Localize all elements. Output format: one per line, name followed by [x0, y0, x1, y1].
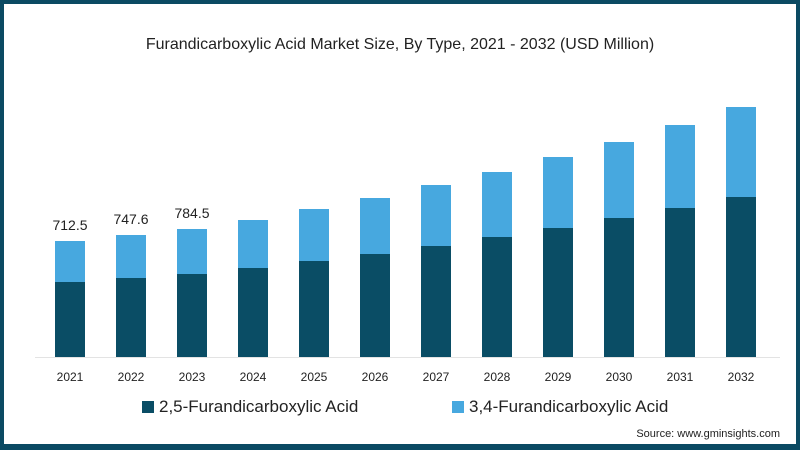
bar-segment-34-fdca	[360, 198, 390, 255]
bar-segment-25-fdca	[55, 282, 85, 357]
x-tick-2025: 2025	[300, 370, 328, 384]
x-tick-2022: 2022	[117, 370, 145, 384]
legend-swatch-dark	[142, 401, 154, 413]
bar-segment-25-fdca	[238, 268, 268, 357]
legend-label: 2,5-Furandicarboxylic Acid	[159, 397, 359, 416]
bar-segment-34-fdca	[55, 241, 85, 283]
bar-segment-25-fdca	[726, 197, 756, 357]
bar-2029	[543, 157, 573, 357]
x-tick-2024: 2024	[239, 370, 267, 384]
bar-segment-34-fdca	[482, 172, 512, 238]
data-label-2021: 712.5	[52, 217, 88, 234]
x-tick-2030: 2030	[605, 370, 633, 384]
bar-segment-34-fdca	[238, 220, 268, 269]
x-tick-2023: 2023	[178, 370, 206, 384]
bar-segment-25-fdca	[604, 218, 634, 357]
bar-segment-25-fdca	[482, 237, 512, 357]
x-axis-line	[35, 357, 780, 358]
bar-segment-34-fdca	[665, 125, 695, 209]
data-label-2023: 784.5	[174, 205, 210, 222]
bar-2027	[421, 185, 451, 357]
bar-2024	[238, 220, 268, 357]
source-note: Source: www.gminsights.com	[636, 428, 780, 440]
x-tick-2032: 2032	[727, 370, 755, 384]
x-tick-2021: 2021	[56, 370, 84, 384]
legend-item-34-fdca: 3,4-Furandicarboxylic Acid	[452, 397, 668, 417]
bar-2030	[604, 142, 634, 357]
bar-2021	[55, 241, 85, 357]
bar-2028	[482, 172, 512, 357]
bar-segment-25-fdca	[299, 261, 329, 357]
bar-segment-25-fdca	[543, 228, 573, 357]
chart-title: Furandicarboxylic Acid Market Size, By T…	[145, 36, 655, 53]
bar-2022	[116, 235, 146, 357]
x-tick-2029: 2029	[544, 370, 572, 384]
bar-segment-25-fdca	[665, 208, 695, 357]
x-tick-2031: 2031	[666, 370, 694, 384]
bar-2025	[299, 209, 329, 357]
bar-segment-34-fdca	[177, 229, 207, 275]
bar-2031	[665, 125, 695, 357]
bar-2023	[177, 229, 207, 357]
bar-segment-34-fdca	[726, 107, 756, 198]
x-tick-2027: 2027	[422, 370, 450, 384]
legend-label: 3,4-Furandicarboxylic Acid	[469, 397, 669, 416]
bar-segment-34-fdca	[604, 142, 634, 219]
x-tick-2026: 2026	[361, 370, 389, 384]
bar-segment-25-fdca	[116, 277, 146, 357]
bar-segment-34-fdca	[421, 185, 451, 247]
x-tick-2028: 2028	[483, 370, 511, 384]
bar-segment-25-fdca	[421, 246, 451, 357]
data-label-2022: 747.6	[113, 211, 149, 228]
chart-frame: Furandicarboxylic Acid Market Size, By T…	[4, 4, 796, 444]
bar-2026	[360, 198, 390, 357]
bar-segment-34-fdca	[299, 209, 329, 262]
bar-segment-34-fdca	[116, 235, 146, 278]
bar-2032	[726, 107, 756, 357]
legend-item-25-fdca: 2,5-Furandicarboxylic Acid	[142, 397, 358, 417]
bar-segment-25-fdca	[177, 274, 207, 357]
legend-swatch-light	[452, 401, 464, 413]
bar-segment-25-fdca	[360, 254, 390, 357]
plot-area: 712.5 747.6 784.5	[35, 4, 780, 357]
bar-segment-34-fdca	[543, 157, 573, 229]
